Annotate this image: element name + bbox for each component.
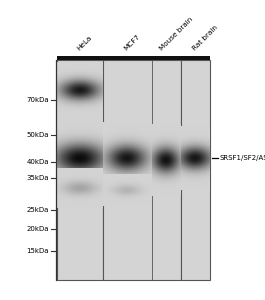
Text: SRSF1/SF2/ASF: SRSF1/SF2/ASF [220, 155, 265, 161]
Text: 40kDa: 40kDa [26, 159, 49, 165]
Text: HeLa: HeLa [76, 35, 93, 52]
Text: Mouse brain: Mouse brain [159, 16, 194, 52]
Bar [57, 56, 210, 60]
Text: 50kDa: 50kDa [26, 132, 49, 138]
Text: 20kDa: 20kDa [26, 226, 49, 232]
Text: 35kDa: 35kDa [26, 175, 49, 181]
Text: 70kDa: 70kDa [26, 97, 49, 103]
Text: 15kDa: 15kDa [26, 248, 49, 254]
Bar [103, 60, 181, 280]
Bar [181, 60, 210, 280]
Text: MCF7: MCF7 [123, 34, 141, 52]
Text: Rat brain: Rat brain [192, 25, 219, 52]
Text: 25kDa: 25kDa [26, 207, 49, 213]
Bar [57, 60, 103, 280]
